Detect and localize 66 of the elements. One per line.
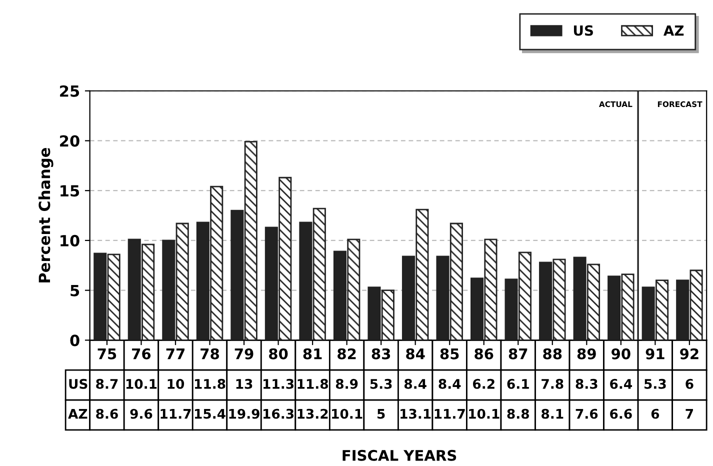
x-tick-label: 85 [440, 348, 459, 360]
x-tick-label: 80 [269, 348, 288, 360]
data-label: 16.3 [264, 408, 294, 419]
data-label: 8.3 [576, 378, 598, 389]
data-label: 6 [651, 408, 660, 419]
data-label: 10.1 [332, 408, 362, 419]
x-tick-label: 87 [508, 348, 528, 360]
data-label: 8.1 [542, 408, 564, 419]
data-label: 10 [168, 378, 184, 389]
data-label: 7.6 [576, 408, 598, 419]
x-tick-label: 91 [646, 348, 664, 360]
data-label: 6 [686, 378, 694, 389]
y-tick-label: 0 [70, 334, 80, 346]
x-tick-label: 84 [406, 348, 425, 360]
y-tick-label: 5 [70, 284, 80, 296]
text: AZ [68, 408, 88, 419]
data-label: 5.3 [370, 378, 392, 389]
x-tick-label: 88 [543, 348, 562, 360]
data-label: 6.1 [507, 378, 529, 389]
x-tick-label: 89 [577, 348, 596, 360]
data-label: 7.8 [542, 378, 564, 389]
data-label: 5 [378, 408, 385, 419]
y-tick-label: 20 [60, 135, 80, 147]
data-label: 11.8 [194, 378, 226, 389]
x-tick-label: 77 [166, 348, 184, 360]
data-label: 6.2 [473, 378, 494, 389]
data-label: 11.8 [298, 378, 328, 389]
data-label: 9.6 [130, 408, 152, 419]
data-label: 13.1 [400, 408, 431, 419]
data-label: 13.2 [298, 408, 328, 419]
data-label: 5.3 [644, 378, 666, 389]
data-label: 8.9 [336, 378, 358, 389]
data-label: 13 [236, 378, 252, 389]
legend-label: US [574, 25, 593, 36]
data-label: 11.7 [160, 408, 191, 419]
x-tick-label: 79 [234, 348, 254, 360]
data-label: 6.4 [610, 378, 632, 389]
y-tick-label: 25 [60, 85, 80, 97]
data-label: 19.9 [229, 408, 260, 419]
data-label: 6.6 [610, 408, 632, 419]
x-tick-label: 82 [338, 348, 356, 360]
data-label: 8.6 [96, 408, 118, 419]
y-axis-title: Percent Change [38, 148, 54, 282]
legend-label: AZ [663, 25, 684, 36]
x-tick-label: 92 [680, 348, 698, 360]
x-tick-label: 76 [132, 348, 151, 360]
data-label: 8.7 [96, 378, 118, 389]
x-tick-label: 81 [303, 348, 322, 360]
text: US [69, 378, 88, 389]
x-tick-label: 78 [200, 348, 220, 360]
x-tick-label: 83 [372, 348, 390, 360]
y-tick-label: 10 [60, 234, 80, 246]
data-label: 7 [686, 408, 693, 419]
data-label: 11.3 [264, 378, 294, 389]
y-tick-label: 15 [60, 185, 80, 197]
data-label: 8.8 [507, 408, 529, 419]
x-tick-label: 75 [98, 348, 116, 360]
x-tick-label: 90 [612, 348, 630, 360]
data-label: 10.1 [126, 378, 157, 389]
data-label: 8.4 [404, 378, 426, 389]
data-label: 10.1 [469, 408, 500, 419]
data-label: 11.7 [434, 408, 465, 419]
x-tick-label: 86 [474, 348, 494, 360]
text: FISCAL YEARS [342, 450, 456, 461]
data-label: 8.4 [438, 378, 461, 389]
data-label: 15.4 [194, 408, 226, 419]
